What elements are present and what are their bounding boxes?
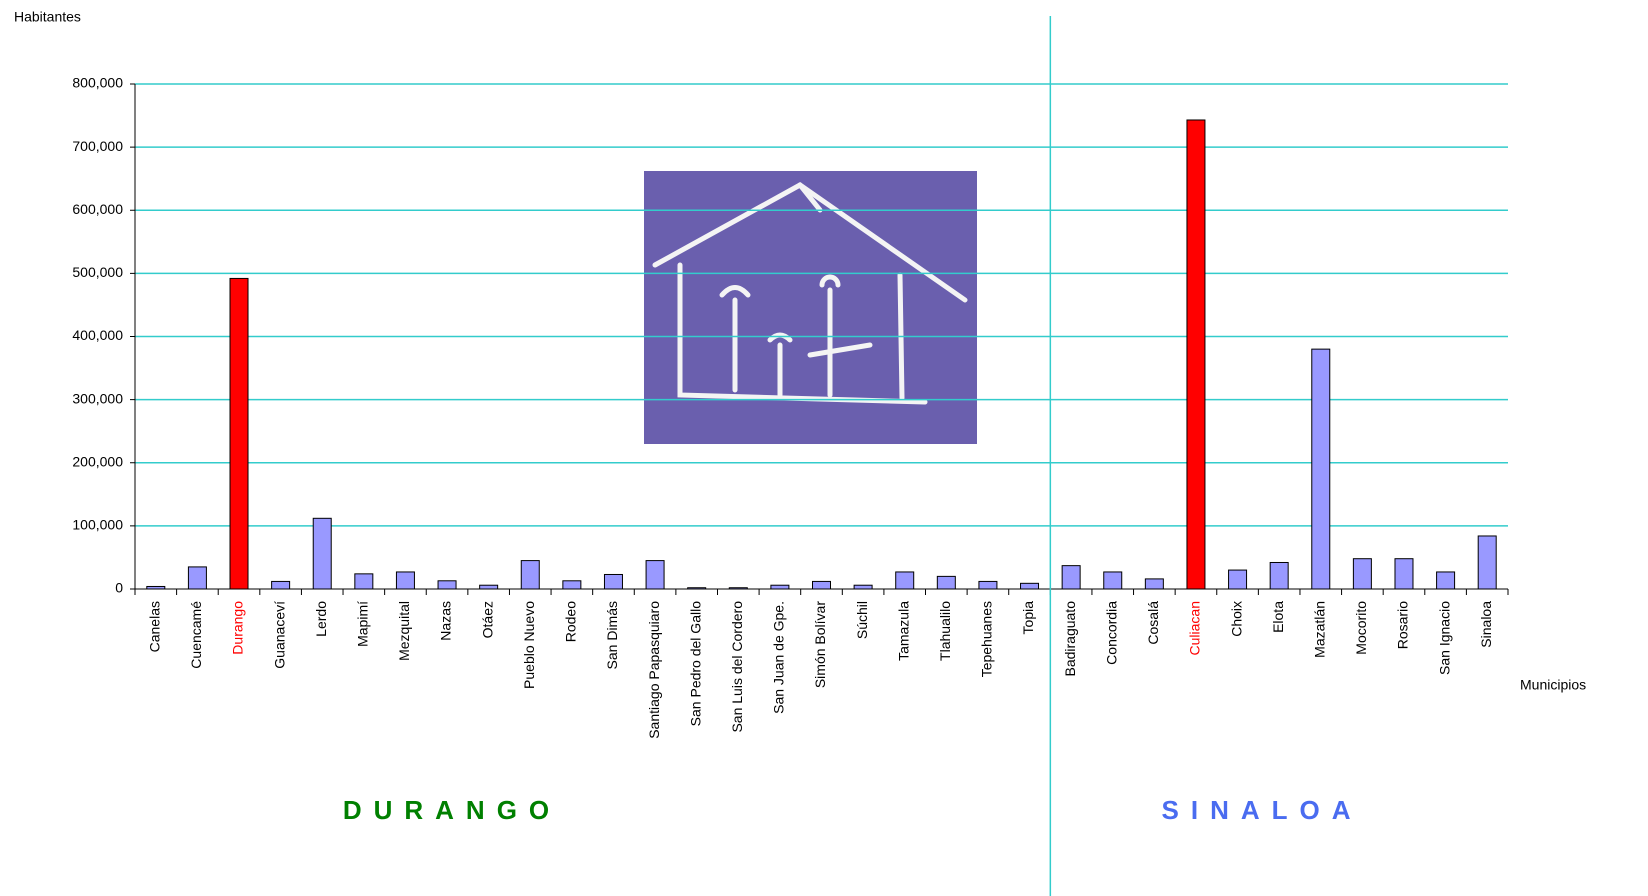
bar: [646, 561, 664, 589]
y-tick-label: 200,000: [72, 453, 123, 469]
bar: [355, 574, 373, 589]
bar: [688, 588, 706, 589]
bar: [1353, 559, 1371, 589]
bar: [1062, 566, 1080, 589]
bar: [1270, 562, 1288, 589]
bar: [729, 588, 747, 589]
bar: [521, 561, 539, 589]
y-tick-label: 300,000: [72, 390, 123, 406]
x-tick-label: Mezquital: [396, 601, 412, 661]
bar: [813, 581, 831, 589]
x-tick-label: Mocorito: [1353, 601, 1369, 655]
bar: [1312, 349, 1330, 589]
bar: [230, 278, 248, 589]
x-tick-label: Otáez: [479, 601, 495, 638]
x-tick-label: Topia: [1020, 601, 1036, 635]
x-tick-label: Concordia: [1103, 601, 1119, 665]
bar: [1229, 570, 1247, 589]
y-axis-title: Habitantes: [14, 9, 81, 25]
x-tick-label: San Pedro del Gallo: [687, 601, 703, 727]
x-tick-label: Simón Bolívar: [812, 601, 828, 688]
bar: [147, 586, 165, 589]
x-tick-label: Súchil: [854, 601, 870, 639]
bar: [1104, 572, 1122, 589]
logo: [644, 171, 977, 444]
bar: [272, 581, 290, 589]
x-tick-label: Mapimí: [355, 601, 371, 647]
bar: [1021, 583, 1039, 589]
x-tick-label: Rodeo: [563, 601, 579, 642]
bar: [937, 576, 955, 589]
x-tick-label: Santiago Papasquiaro: [646, 601, 662, 739]
x-tick-label: Cuencamé: [188, 601, 204, 669]
bar: [1187, 120, 1205, 589]
group-label: DURANGO: [343, 795, 561, 825]
x-tick-label: San Juan de Gpe.: [771, 601, 787, 714]
x-tick-label: Guanaceví: [271, 601, 287, 669]
y-tick-label: 600,000: [72, 201, 123, 217]
bar: [1478, 536, 1496, 589]
x-tick-label: Culiacan: [1187, 601, 1203, 655]
x-tick-label: Canelas: [147, 601, 163, 652]
y-tick-label: 100,000: [72, 517, 123, 533]
bar: [896, 572, 914, 589]
y-tick-label: 400,000: [72, 327, 123, 343]
bar: [396, 572, 414, 589]
bar: [480, 585, 498, 589]
bar: [313, 518, 331, 589]
chart: Habitantes Municipios 0 100,000 200,000 300…: [0, 0, 1648, 896]
x-tick-label: San Dimás: [604, 601, 620, 669]
x-tick-label: Nazas: [438, 601, 454, 641]
bar: [1395, 559, 1413, 589]
bar: [854, 585, 872, 589]
x-axis-title: Municipios: [1520, 677, 1586, 693]
bar: [563, 581, 581, 589]
x-tick-label: Mazatlán: [1311, 601, 1327, 658]
x-tick-label: Rosario: [1395, 601, 1411, 649]
x-tick-label: Durango: [230, 601, 246, 655]
bar: [604, 574, 622, 589]
bar: [188, 567, 206, 589]
x-tick-label: Tamazula: [895, 601, 911, 661]
x-tick-label: Tlahualilo: [937, 601, 953, 661]
x-tick-label: Cosalá: [1145, 601, 1161, 645]
x-tick-label: Tepehuanes: [979, 601, 995, 677]
x-tick-label: San Luis del Cordero: [729, 601, 745, 733]
bar: [1145, 579, 1163, 589]
bar: [979, 581, 997, 589]
y-tick-label: 800,000: [72, 75, 123, 91]
y-tick-label: 0: [115, 580, 123, 596]
y-tick-label: 700,000: [72, 138, 123, 154]
x-tick-label: Badiraguato: [1062, 601, 1078, 677]
x-tick-label: Sinaloa: [1478, 601, 1494, 648]
bar: [438, 581, 456, 589]
bar: [771, 585, 789, 589]
x-tick-label: Choix: [1228, 601, 1244, 637]
group-label: SINALOA: [1162, 795, 1363, 825]
x-tick-label: Elota: [1270, 601, 1286, 633]
x-tick-label: Lerdo: [313, 601, 329, 637]
bar: [1437, 572, 1455, 589]
x-tick-label: Pueblo Nuevo: [521, 601, 537, 689]
x-tick-label: San Ignacio: [1436, 601, 1452, 675]
y-tick-label: 500,000: [72, 264, 123, 280]
